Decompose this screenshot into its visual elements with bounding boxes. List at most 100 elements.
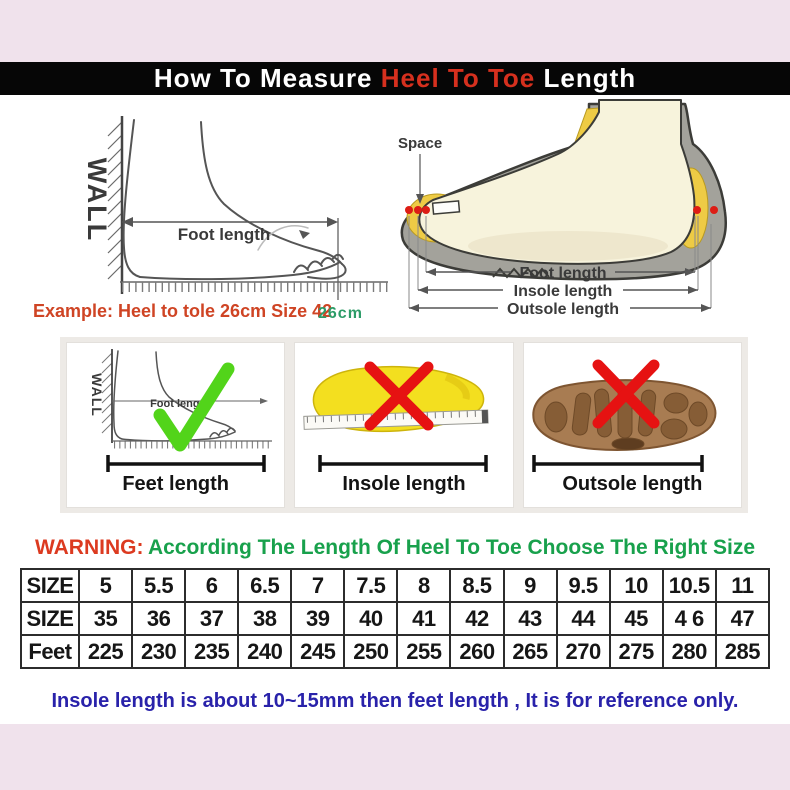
example-text: Example: Heel to tole 26cm Size 42 bbox=[33, 301, 333, 321]
table-cell: 11 bbox=[714, 568, 771, 603]
table-cell: 10 bbox=[608, 568, 664, 603]
red-cross-icon bbox=[592, 359, 660, 429]
warning-text: According The Length Of Heel To Toe Choo… bbox=[147, 536, 756, 559]
foot-shading bbox=[468, 231, 668, 261]
measurement-value: 26cm bbox=[318, 305, 363, 322]
row-header: SIZE bbox=[20, 568, 80, 603]
panel-outsole-length: Outsole length bbox=[522, 342, 742, 508]
table-cell: 7 bbox=[290, 568, 346, 603]
method-panels-strip: WALL Foot length Feet length bbox=[60, 337, 748, 513]
mini-arrowhead bbox=[259, 398, 268, 404]
outsole-illustration bbox=[532, 359, 717, 472]
table-cell: 5 bbox=[77, 568, 134, 603]
table-cell: 9 bbox=[502, 568, 558, 603]
mini-foot-length-label: Foot length bbox=[150, 398, 210, 410]
space-arrowhead bbox=[416, 194, 424, 204]
table-cell: 280 bbox=[661, 634, 717, 669]
table-cell: 270 bbox=[555, 634, 611, 669]
feet-length-bracket bbox=[105, 455, 266, 472]
warning-label: WARNING: bbox=[34, 536, 144, 559]
table-cell: 45 bbox=[608, 601, 664, 636]
table-cell: 47 bbox=[714, 601, 771, 636]
title-text-suffix: Length bbox=[535, 63, 637, 93]
reference-note: Insole length is about 10~15mm then feet… bbox=[51, 690, 739, 712]
table-row-eu-size: SIZE 35 36 37 38 39 40 41 42 43 44 45 4 … bbox=[20, 601, 771, 636]
wall-hatching bbox=[107, 121, 123, 280]
table-cell: 37 bbox=[184, 601, 240, 636]
panel-insole-length: Insole length bbox=[294, 342, 514, 508]
foot-outline bbox=[122, 119, 347, 281]
table-cell: 43 bbox=[502, 601, 558, 636]
panel-caption: Insole length bbox=[342, 473, 466, 495]
dimension-lines bbox=[409, 271, 711, 309]
shoe-outsole-length-label: Outsole length bbox=[507, 301, 619, 318]
table-row-us-size: SIZE 5 5.5 6 6.5 7 7.5 8 8.5 9 9.5 10 10… bbox=[20, 568, 771, 603]
title-bar: How To Measure Heel To Toe Length bbox=[0, 62, 790, 95]
title-text-highlight: Heel To Toe bbox=[380, 63, 536, 93]
table-cell: 5.5 bbox=[131, 568, 187, 603]
space-label: Space bbox=[398, 135, 442, 152]
shoe-foot-length-label: Foot length bbox=[519, 265, 606, 282]
warning-line: WARNING: According The Length Of Heel To… bbox=[0, 536, 790, 560]
outsole-tread bbox=[544, 387, 708, 451]
size-conversion-table: SIZE 5 5.5 6 6.5 7 7.5 8 8.5 9 9.5 10 10… bbox=[20, 568, 771, 669]
bottom-margin-band bbox=[0, 724, 790, 790]
table-cell: 240 bbox=[237, 634, 293, 669]
table-cell: 265 bbox=[502, 634, 558, 669]
insole-illustration bbox=[303, 361, 489, 472]
tape-measure bbox=[303, 409, 489, 430]
dimension-arrowheads bbox=[409, 268, 711, 312]
table-cell: 35 bbox=[77, 601, 134, 636]
foot-against-wall-diagram: WALL Foot length bbox=[82, 116, 388, 300]
shoe-insole-length-label: Insole length bbox=[514, 283, 613, 300]
shoe-cutaway-diagram: Space Foot length Insole length Outsole … bbox=[398, 99, 727, 318]
outsole-length-bracket bbox=[532, 455, 705, 472]
insole-length-bracket bbox=[318, 455, 488, 472]
table-cell: 10.5 bbox=[661, 568, 717, 603]
red-cross-icon bbox=[364, 361, 434, 431]
table-cell: 235 bbox=[184, 634, 240, 669]
table-cell: 40 bbox=[343, 601, 399, 636]
toe-space-notch bbox=[431, 200, 461, 215]
table-cell: 38 bbox=[237, 601, 293, 636]
foot-inside-shoe bbox=[418, 99, 696, 265]
row-header: Feet bbox=[20, 634, 80, 669]
table-cell: 245 bbox=[290, 634, 346, 669]
table-row-feet-mm: Feet 225 230 235 240 245 250 255 260 265… bbox=[20, 634, 771, 669]
ruler bbox=[120, 281, 388, 292]
table-cell: 8.5 bbox=[449, 568, 505, 603]
green-check-icon bbox=[153, 362, 235, 452]
table-cell: 42 bbox=[449, 601, 505, 636]
panel-caption: Feet length bbox=[122, 473, 229, 495]
table-cell: 225 bbox=[77, 634, 134, 669]
wall-label: WALL bbox=[82, 158, 112, 242]
insole-shading bbox=[444, 373, 470, 400]
table-cell: 260 bbox=[449, 634, 505, 669]
table-cell: 9.5 bbox=[555, 568, 611, 603]
foot-length-arrow bbox=[122, 217, 338, 239]
row-header: SIZE bbox=[20, 601, 80, 636]
table-cell: 4 6 bbox=[661, 601, 717, 636]
top-margin-band bbox=[0, 0, 790, 62]
table-cell: 39 bbox=[290, 601, 346, 636]
table-cell: 7.5 bbox=[343, 568, 399, 603]
mini-wall-label: WALL bbox=[89, 373, 105, 417]
panel-feet-length: WALL Foot length Feet length bbox=[66, 342, 286, 508]
feet-length-illustration: WALL Foot length bbox=[89, 349, 272, 472]
measure-point-dots bbox=[405, 206, 718, 214]
table-cell: 41 bbox=[396, 601, 452, 636]
table-cell: 255 bbox=[396, 634, 452, 669]
table-cell: 36 bbox=[131, 601, 187, 636]
mini-wall-hatching bbox=[101, 352, 113, 434]
extension-lines bbox=[408, 216, 712, 308]
table-cell: 6.5 bbox=[237, 568, 293, 603]
table-cell: 250 bbox=[343, 634, 399, 669]
table-cell: 275 bbox=[608, 634, 664, 669]
table-cell: 230 bbox=[131, 634, 187, 669]
table-cell: 8 bbox=[396, 568, 452, 603]
table-cell: 6 bbox=[184, 568, 240, 603]
panel-caption: Outsole length bbox=[562, 473, 703, 495]
table-cell: 44 bbox=[555, 601, 611, 636]
title-text-prefix: How To Measure bbox=[153, 63, 381, 93]
